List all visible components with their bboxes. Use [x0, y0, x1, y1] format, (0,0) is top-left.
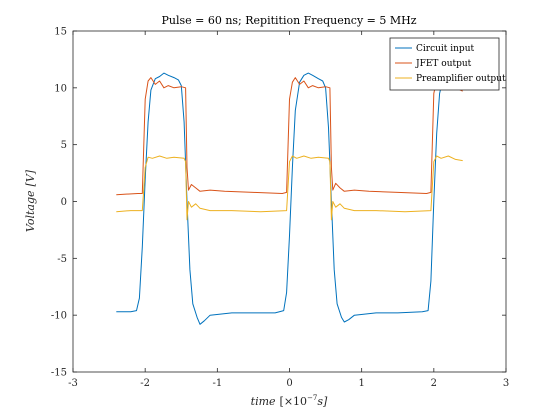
y-axis-label: Voltage [V]: [24, 169, 37, 232]
legend-label-2: Preamplifier output: [416, 74, 506, 84]
y-tick-label: -5: [57, 254, 67, 265]
y-tick-label: -10: [51, 311, 67, 322]
y-tick-label: 15: [54, 27, 67, 38]
x-axis-label-exponent: −7: [307, 394, 317, 402]
chart-title: Pulse = 60 ns; Repitition Frequency = 5 …: [161, 14, 416, 27]
x-axis-label-unit-prefix: [×10: [280, 395, 308, 408]
y-tick-label: 0: [61, 197, 67, 208]
x-tick-label: -1: [212, 378, 222, 389]
x-axis-label-unit-suffix: s]: [317, 395, 328, 408]
y-axis-label-main: Voltage: [24, 190, 37, 232]
x-tick-label: 1: [358, 378, 364, 389]
legend-label-0: Circuit input: [416, 44, 474, 54]
legend: Circuit input JFET output Preamplifier out…: [389, 37, 506, 91]
x-tick-label: -2: [140, 378, 150, 389]
y-tick-label: 10: [54, 83, 67, 94]
y-axis-label-unit: [V]: [24, 169, 37, 186]
y-axis-ticks: -15 -10 -5 0 5 10 15: [51, 27, 506, 379]
series-line-1: [116, 77, 463, 196]
x-tick-label: 3: [503, 378, 509, 389]
x-axis-label-main: time: [251, 395, 276, 408]
x-axis-ticks: -3 -2 -1 0 1 2 3: [68, 31, 509, 389]
series-line-0: [116, 72, 446, 325]
x-axis-label: time [×10−7s]: [251, 394, 328, 408]
x-tick-label: -3: [68, 378, 78, 389]
legend-label-1: JFET output: [415, 59, 472, 69]
x-tick-label: 0: [286, 378, 292, 389]
series-group: [116, 72, 463, 325]
y-tick-label: -15: [51, 368, 67, 379]
y-tick-label: 5: [61, 140, 67, 151]
legend-box: [389, 37, 500, 91]
series-line-2: [116, 155, 463, 221]
x-tick-label: 2: [431, 378, 437, 389]
